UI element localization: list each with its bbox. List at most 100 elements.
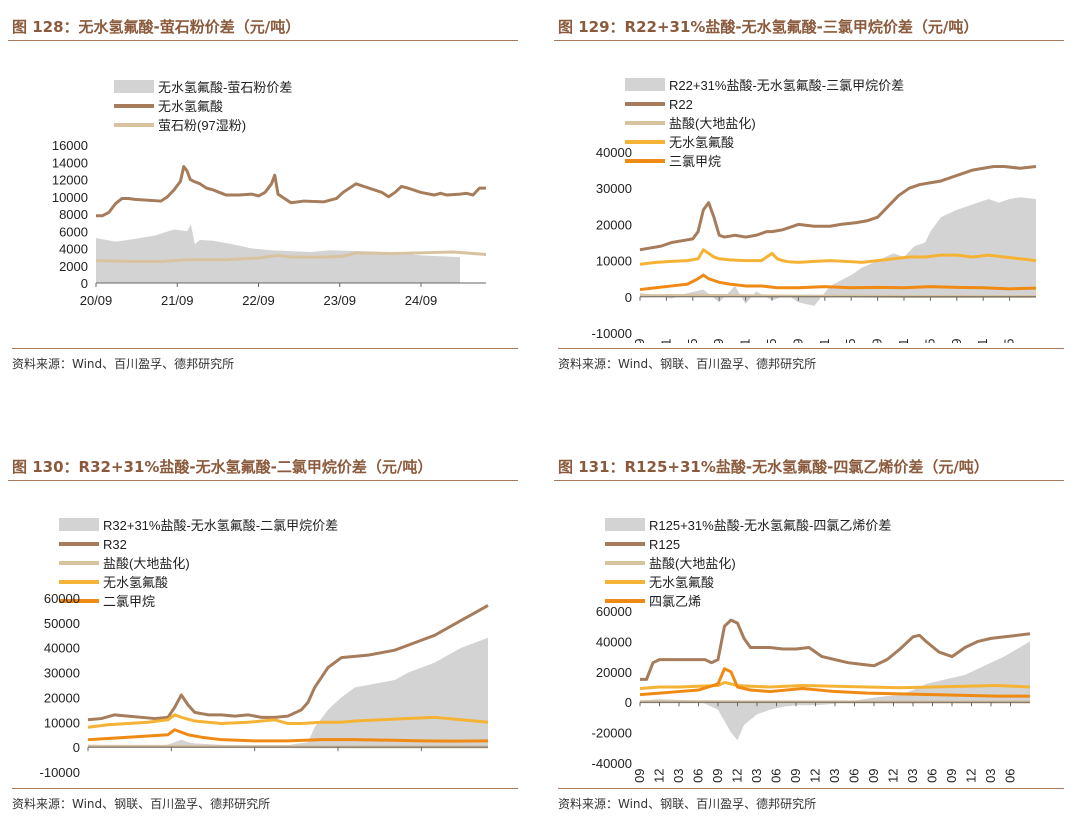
legend-label: 无水氢氟酸	[649, 575, 714, 590]
y-tick-label: 10000	[596, 254, 632, 269]
y-tick-label: 0	[81, 276, 88, 291]
figure-129: 图 129：R22+31%盐酸-无水氢氟酸-三氯甲烷价差（元/吨） R22+31…	[554, 14, 1064, 371]
series-line	[87, 728, 489, 743]
y-tick-label: 8000	[59, 207, 88, 222]
x-tick-label: 20/09	[632, 768, 647, 783]
legend-swatch	[114, 80, 154, 93]
y-tick-label: 40000	[44, 641, 80, 656]
x-tick-label: 23/09	[323, 293, 356, 308]
y-tick-label: 20000	[44, 690, 80, 705]
legend-label: 盐酸(大地盐化)	[649, 556, 736, 571]
x-tick-label: 22/03	[749, 768, 764, 783]
chart-130: R32+31%盐酸-无水氢氟酸-二氯甲烷价差 R32 盐酸(大地盐化) 无水氢氟酸二氯…	[40, 518, 489, 783]
figure-title: 图 128：无水氢氟酸-萤石粉价差（元/吨）	[8, 14, 518, 41]
figure-source: 资料来源：Wind、钢联、百川盈孚、德邦研究所	[558, 348, 1064, 372]
figure-130: 图 130：R32+31%盐酸-无水氢氟酸-二氯甲烷价差（元/吨） R32+31…	[8, 454, 518, 811]
legend-label: R22+31%盐酸-无水氢氟酸-三氯甲烷价差	[669, 78, 904, 93]
spread-area	[96, 224, 460, 283]
legend-label: 盐酸(大地盐化)	[103, 556, 190, 571]
x-tick-label: 21/03	[671, 768, 686, 783]
y-tick-label: 0	[625, 695, 632, 710]
x-tick-label: 20/09	[72, 782, 105, 783]
figure-source: 资料来源：Wind、钢联、百川盈孚、德邦研究所	[558, 788, 1064, 812]
x-tick-label: 23/09	[866, 768, 881, 783]
x-tick-label: 20/09	[632, 338, 647, 343]
legend-label: R125	[649, 537, 680, 552]
legend-swatch	[605, 518, 645, 531]
series-line	[639, 248, 1037, 266]
x-tick-label: 21/09	[155, 782, 188, 783]
y-tick-label: 6000	[59, 224, 88, 239]
x-tick-label: 21/12	[730, 768, 745, 783]
x-tick-label: 24/09	[405, 782, 438, 783]
x-tick-label: 22/09	[790, 338, 805, 343]
y-tick-label: 10000	[44, 715, 80, 730]
y-tick-label: 50000	[44, 616, 80, 631]
y-tick-label: 0	[625, 290, 632, 305]
y-tick-label: 12000	[52, 173, 88, 188]
x-tick-label: 21/06	[691, 768, 706, 783]
y-tick-label: 30000	[596, 181, 632, 196]
legend-label: R32	[103, 537, 127, 552]
x-tick-label: 21/09	[710, 768, 725, 783]
x-tick-label: 20/09	[80, 293, 113, 308]
y-tick-label: 16000	[52, 138, 88, 153]
x-tick-label: 23/05	[843, 338, 858, 343]
chart-131: R125+31%盐酸-无水氢氟酸-四氯乙烯价差 R125 盐酸(大地盐化) 无水氢氟酸…	[592, 518, 1031, 783]
y-tick-label: 20000	[596, 665, 632, 680]
legend-swatch	[625, 78, 665, 91]
y-tick-label: 10000	[52, 190, 88, 205]
x-tick-label: 24/05	[922, 338, 937, 343]
y-tick-label: 40000	[596, 634, 632, 649]
x-tick-label: 25/06	[1003, 768, 1018, 783]
x-tick-label: 23/01	[817, 338, 832, 343]
figure-title: 图 129：R22+31%盐酸-无水氢氟酸-三氯甲烷价差（元/吨）	[554, 14, 1064, 41]
legend-swatch	[59, 518, 99, 531]
x-tick-label: 22/09	[238, 782, 271, 783]
series-line	[640, 618, 1031, 681]
x-tick-label: 23/09	[870, 338, 885, 343]
x-tick-label: 24/01	[896, 338, 911, 343]
x-tick-label: 23/12	[886, 768, 901, 783]
figure-128: 图 128：无水氢氟酸-萤石粉价差（元/吨） 无水氢氟酸-萤石粉价差 无水氢氟酸萤…	[8, 14, 518, 371]
x-tick-label: 21/09	[711, 338, 726, 343]
y-tick-label: -40000	[592, 756, 632, 771]
x-tick-label: 23/06	[847, 768, 862, 783]
series-line	[639, 293, 1036, 298]
spread-area	[88, 637, 488, 748]
legend-label: 无水氢氟酸	[158, 99, 223, 114]
legend-label: 萤石粉(97湿粉)	[158, 118, 246, 133]
chart-129: R22+31%盐酸-无水氢氟酸-三氯甲烷价差 R22 盐酸(大地盐化) 无水氢氟酸三氯…	[592, 78, 1037, 343]
legend-label: 盐酸(大地盐化)	[669, 116, 756, 131]
spread-area	[640, 197, 1036, 306]
x-tick-label: 22/01	[738, 338, 753, 343]
y-tick-label: 0	[73, 740, 80, 755]
x-tick-label: 22/09	[788, 768, 803, 783]
legend-label: 三氯甲烷	[669, 154, 721, 169]
y-tick-label: -10000	[40, 765, 80, 780]
series-line	[95, 250, 487, 263]
y-tick-label: 2000	[59, 259, 88, 274]
series-line	[639, 164, 1037, 252]
figure-source: 资料来源：Wind、百川盈孚、德邦研究所	[12, 348, 518, 372]
series-line	[96, 165, 486, 218]
spread-area	[640, 641, 1030, 741]
legend-label: 无水氢氟酸-萤石粉价差	[158, 80, 292, 95]
y-tick-label: -20000	[592, 726, 632, 741]
x-tick-label: 21/09	[161, 293, 194, 308]
x-tick-label: 25/03	[983, 768, 998, 783]
x-tick-label: 21/01	[658, 338, 673, 343]
series-line	[639, 273, 1037, 292]
x-tick-label: 24/09	[944, 768, 959, 783]
y-tick-label: 60000	[44, 591, 80, 606]
legend-label: 无水氢氟酸	[103, 575, 168, 590]
x-tick-label: 25/05	[1002, 338, 1017, 343]
y-tick-label: 4000	[59, 242, 88, 257]
series-line	[87, 604, 489, 722]
y-tick-label: 20000	[596, 217, 632, 232]
x-tick-label: 22/09	[242, 293, 275, 308]
legend-label: R125+31%盐酸-无水氢氟酸-四氯乙烯价差	[649, 518, 891, 533]
series-line	[639, 680, 1031, 691]
x-tick-label: 24/03	[905, 768, 920, 783]
